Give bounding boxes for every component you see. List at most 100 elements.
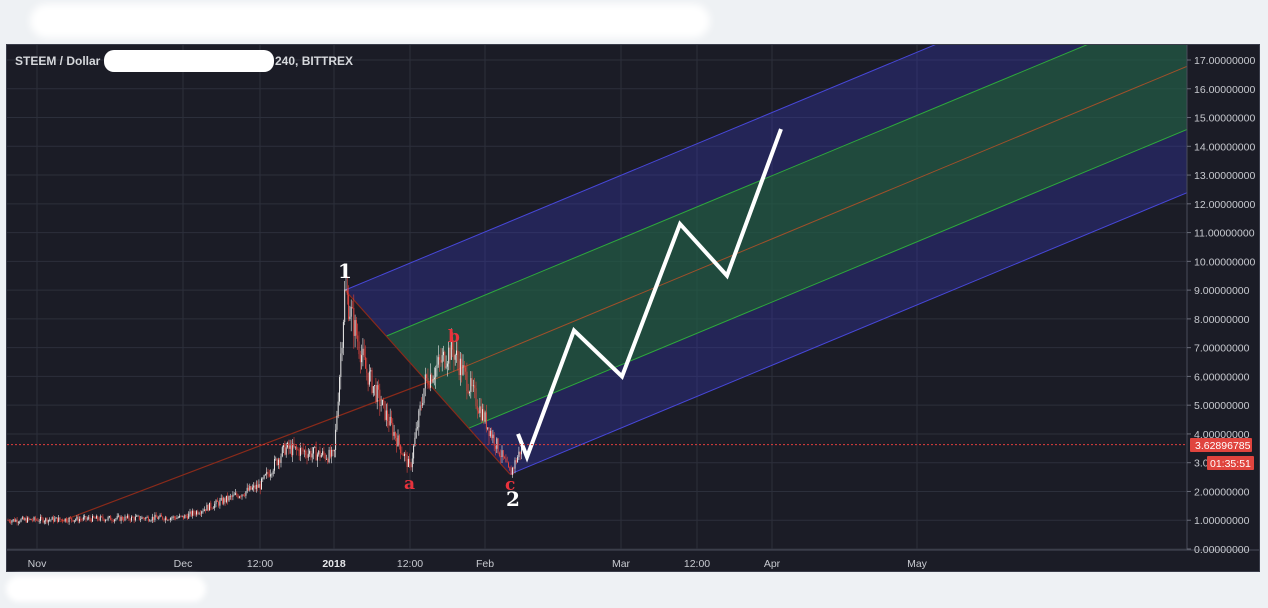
- candle-body: [51, 517, 53, 520]
- candle-body: [354, 320, 356, 336]
- candle-body: [248, 487, 249, 491]
- candle-body: [38, 521, 40, 522]
- price-tick-label: 12.00000000: [1194, 199, 1255, 211]
- candle-body: [332, 450, 334, 452]
- candle-body: [242, 494, 244, 496]
- candle-body: [385, 410, 387, 420]
- price-tick-label: 15.00000000: [1194, 113, 1255, 125]
- candle-body: [322, 451, 324, 455]
- candle-body: [283, 443, 285, 448]
- candle-body: [238, 496, 240, 498]
- candle-body: [258, 484, 260, 488]
- wave-label-a: a: [404, 474, 415, 494]
- candle-body: [185, 515, 187, 517]
- candle-body: [355, 320, 357, 336]
- candle-body: [59, 517, 61, 520]
- candle-body: [93, 515, 95, 518]
- candle-body: [508, 462, 509, 468]
- candle-body: [75, 519, 77, 521]
- candle-body: [186, 516, 188, 519]
- candle-body: [392, 422, 394, 436]
- candle-body: [133, 517, 135, 521]
- candle-body: [147, 516, 149, 521]
- candle-body: [413, 445, 415, 459]
- candle-body: [257, 484, 259, 488]
- candle-body: [352, 306, 353, 308]
- price-tick-label: 4.00000000: [1194, 429, 1250, 441]
- candle-body: [37, 520, 39, 522]
- candle-body: [88, 517, 90, 519]
- candle-body: [10, 521, 12, 523]
- candle-body: [449, 347, 451, 360]
- candle-body: [401, 453, 403, 454]
- candle-body: [368, 371, 370, 385]
- candle-body: [168, 519, 170, 521]
- candle-body: [64, 518, 66, 522]
- current-price-tag: 3.62896785: [1195, 440, 1251, 452]
- candle-body: [181, 515, 183, 517]
- candle-body: [7, 520, 9, 521]
- candle-body: [111, 520, 113, 521]
- price-tick-label: 10.00000000: [1194, 256, 1255, 268]
- candle-body: [292, 443, 294, 456]
- pitchfork-inner-band: [386, 45, 1187, 429]
- candle-body: [68, 517, 70, 523]
- candle-body: [206, 504, 208, 511]
- candle-body: [120, 517, 122, 521]
- candle-body: [231, 496, 233, 497]
- candle-body: [452, 337, 454, 350]
- candle-body: [101, 516, 103, 517]
- candle-body: [209, 502, 210, 511]
- candlesticks: [7, 273, 522, 526]
- candle-body: [380, 405, 382, 406]
- candle-body: [407, 458, 409, 468]
- pitchfork-tine: [509, 192, 1187, 475]
- time-tick-label: 12:00: [684, 558, 710, 570]
- candle-body: [267, 471, 269, 475]
- candle-body: [151, 516, 153, 521]
- candle-body: [406, 455, 408, 468]
- candle-body: [336, 415, 338, 430]
- candle-body: [328, 449, 330, 463]
- candle-body: [123, 519, 125, 521]
- candle-body: [229, 496, 231, 497]
- candle-body: [491, 430, 493, 439]
- candle-body: [45, 518, 47, 522]
- candle-body: [487, 427, 489, 429]
- candle-body: [466, 371, 468, 392]
- candle-body: [372, 386, 374, 393]
- price-axis[interactable]: 17.00000000 16.00000000 15.00000000 14.0000…: [1187, 55, 1255, 556]
- candle-body: [285, 447, 287, 455]
- candle-body: [160, 515, 162, 517]
- candle-body: [46, 518, 48, 523]
- candle-body: [445, 366, 447, 368]
- candle-body: [132, 516, 134, 518]
- candle-body: [497, 438, 499, 453]
- candle-body: [359, 354, 361, 363]
- candle-body: [47, 519, 49, 523]
- time-tick-label: May: [907, 558, 928, 570]
- time-axis[interactable]: Nov Dec 12:00 2018 12:00 Feb Mar 12:00 Apr May: [28, 558, 928, 570]
- candle-body: [305, 450, 307, 455]
- candle-body: [90, 519, 92, 522]
- candle-body: [34, 517, 36, 520]
- candle-body: [128, 515, 130, 520]
- candle-body: [349, 316, 351, 320]
- candle-body: [240, 496, 242, 498]
- candle-body: [294, 446, 296, 448]
- candle-body: [450, 337, 452, 360]
- wave-label-b: b: [448, 327, 460, 347]
- candle-body: [228, 496, 230, 501]
- candle-body: [376, 385, 378, 402]
- candle-body: [216, 500, 218, 502]
- candle-body: [394, 432, 396, 438]
- candle-body: [73, 520, 75, 522]
- candle-body: [268, 474, 270, 477]
- candle-body: [62, 519, 64, 521]
- candle-body: [320, 454, 322, 458]
- candle-body: [414, 437, 416, 446]
- candle-body: [250, 486, 252, 490]
- candle-body: [301, 448, 303, 449]
- candle-body: [192, 510, 194, 516]
